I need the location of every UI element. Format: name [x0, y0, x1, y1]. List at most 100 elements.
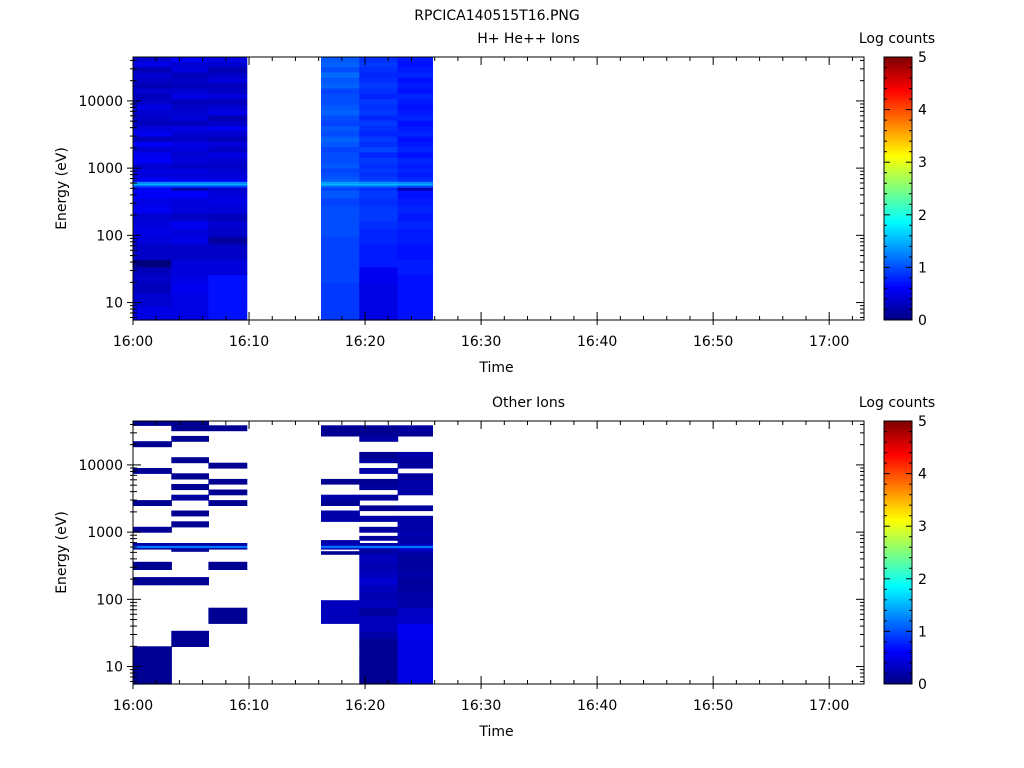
heatmap-cell — [321, 292, 360, 307]
heatmap-cell — [321, 183, 360, 186]
x-tick-label: 16:20 — [345, 698, 385, 714]
heatmap-cell — [208, 71, 248, 78]
colorbar-segment — [884, 225, 912, 229]
colorbar-segment — [884, 469, 912, 472]
heatmap-cell — [359, 584, 399, 593]
heatmap-cell — [359, 71, 399, 78]
colorbar-segment — [884, 190, 912, 194]
colorbar-segment — [884, 427, 912, 431]
heatmap-cell — [171, 543, 209, 546]
heatmap-cell — [359, 646, 399, 658]
x-axis-label: Time — [478, 724, 513, 740]
colorbar-segment — [884, 135, 912, 139]
heatmap-cell — [208, 176, 248, 180]
heatmap-cell — [171, 187, 209, 191]
colorbar-segment — [884, 201, 912, 205]
colorbar-segment — [884, 504, 912, 507]
heatmap-cell — [171, 197, 209, 206]
colorbar-segment — [884, 519, 912, 523]
heatmap-cell — [397, 141, 433, 148]
heatmap-cell — [133, 136, 172, 142]
colorbar-tick-label: 1 — [918, 260, 927, 276]
heatmap-cell — [133, 57, 172, 62]
heatmap-cell — [397, 220, 433, 229]
heatmap-cell — [397, 93, 433, 100]
colorbar-segment — [884, 618, 912, 621]
colorbar-segment — [884, 192, 912, 196]
colorbar-segment — [884, 133, 912, 137]
heatmap-cells — [133, 57, 433, 321]
colorbar-segment — [884, 467, 912, 470]
heatmap-cell — [208, 489, 248, 496]
colorbar-segment — [884, 570, 912, 573]
colorbar-segment — [884, 565, 912, 569]
heatmap-cell — [321, 146, 360, 153]
colorbar-segment — [884, 111, 912, 115]
heatmap-cell — [208, 236, 248, 245]
y-tick-label: 10 — [105, 296, 123, 312]
colorbar-segment — [884, 613, 912, 617]
heatmap-cell — [397, 623, 433, 632]
heatmap-cell — [321, 213, 360, 222]
heatmap-cell — [321, 104, 360, 110]
heatmap-cell — [133, 77, 172, 84]
colorbar-segment — [884, 76, 912, 80]
colorbar-segment — [884, 247, 912, 251]
colorbar-segment — [884, 609, 912, 613]
heatmap-cell — [171, 176, 209, 180]
heatmap-cell — [359, 484, 399, 491]
colorbar-segment — [884, 515, 912, 518]
heatmap-cell — [208, 171, 248, 177]
heatmap-cell — [397, 615, 433, 624]
colorbar-segment — [884, 293, 912, 297]
heatmap-cell — [359, 109, 399, 116]
heatmap-cell — [397, 162, 433, 169]
colorbar-segment — [884, 668, 912, 672]
heatmap-cell — [171, 171, 209, 177]
colorbar-segment — [884, 203, 912, 207]
heatmap-cell — [359, 197, 399, 206]
heatmap-cell — [359, 549, 399, 552]
heatmap-cell — [321, 168, 360, 173]
colorbar-segment — [884, 284, 912, 288]
colorbar-segment — [884, 249, 912, 253]
heatmap-cell — [171, 630, 209, 640]
heatmap-cell — [397, 430, 433, 437]
heatmap-cell — [133, 669, 172, 685]
colorbar-segment — [884, 103, 912, 106]
heatmap-cell — [321, 109, 360, 116]
colorbar-segment — [884, 545, 912, 549]
colorbar-segment — [884, 92, 912, 95]
colorbar-segment — [884, 429, 912, 433]
heatmap-cell — [133, 190, 172, 199]
heatmap-cell — [171, 168, 209, 173]
colorbar-segment — [884, 61, 912, 65]
heatmap-cell — [171, 484, 209, 491]
heatmap-cell — [208, 120, 248, 127]
colorbar-segment — [884, 177, 912, 181]
colorbar-segment — [884, 85, 912, 89]
colorbar-segment — [884, 118, 912, 122]
colorbar-segment — [884, 580, 912, 584]
heatmap-cell — [133, 421, 172, 426]
heatmap-cell — [321, 157, 360, 164]
colorbar-segment — [884, 67, 912, 71]
heatmap-cell — [397, 190, 433, 199]
heatmap-cell — [359, 515, 399, 522]
heatmap-cell — [171, 305, 209, 321]
colorbar-segment — [884, 124, 912, 128]
colorbar-segment — [884, 155, 912, 159]
heatmap-cell — [397, 630, 433, 640]
heatmap-cell — [321, 162, 360, 169]
heatmap-cell — [208, 181, 248, 185]
colorbar-segment — [884, 271, 912, 275]
heatmap-cell — [397, 600, 433, 609]
heatmap-cell — [321, 500, 360, 506]
heatmap-cell — [171, 61, 209, 68]
heatmap-cell — [133, 468, 172, 474]
heatmap-cell — [208, 185, 248, 188]
heatmap-cell — [359, 213, 399, 222]
heatmap-cell — [208, 162, 248, 169]
heatmap-cell — [359, 125, 399, 132]
